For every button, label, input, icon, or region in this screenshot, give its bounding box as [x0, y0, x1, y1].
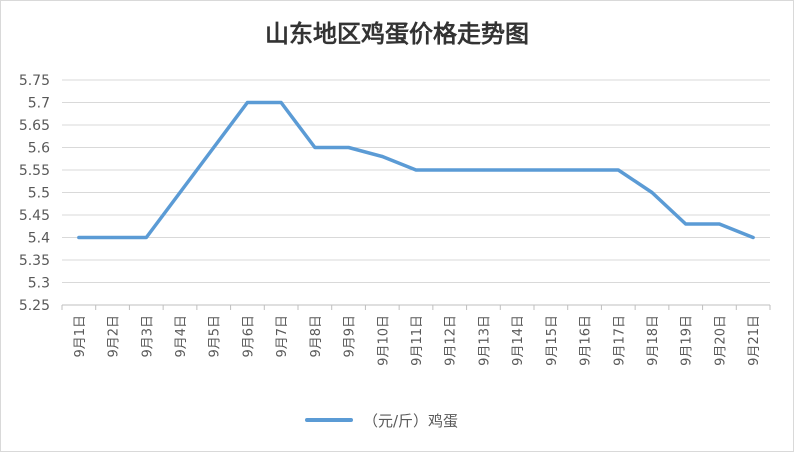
data-point [347, 146, 351, 149]
x-tick-label: 9月13日 [477, 315, 492, 366]
x-tick-label: 9月6日 [241, 315, 256, 358]
data-point [380, 155, 384, 158]
y-tick-label: 5.7 [28, 96, 50, 112]
data-point [111, 236, 115, 239]
data-point [279, 101, 283, 104]
data-point [717, 222, 721, 226]
data-point [616, 168, 620, 172]
y-axis-ticks: 5.25 5.3 5.35 5.4 5.45 5.5 5.55 5.6 5.65 5.7 5.75 [19, 73, 50, 314]
data-point [481, 168, 485, 172]
y-tick-label: 5.55 [19, 163, 50, 179]
x-tick-label: 9月9日 [343, 315, 358, 358]
x-tick-label: 9月21日 [747, 315, 762, 366]
legend-label: （元/斤）鸡蛋 [363, 411, 459, 430]
data-point [212, 146, 216, 149]
x-tick-label: 9月15日 [545, 315, 560, 366]
x-tick-label: 9月12日 [444, 315, 459, 366]
y-tick-label: 5.3 [28, 276, 50, 292]
x-tick-label: 9月19日 [680, 315, 695, 366]
data-point [178, 191, 182, 194]
data-point [313, 146, 317, 149]
chart-title: 山东地区鸡蛋价格走势图 [265, 19, 529, 48]
x-tick-label: 9月3日 [140, 315, 155, 358]
data-point [144, 236, 148, 239]
x-tick-label: 9月4日 [174, 315, 189, 358]
x-tick-label: 9月2日 [107, 315, 122, 358]
x-tick-label: 9月18日 [646, 315, 661, 366]
x-tick-label: 9月17日 [612, 315, 627, 366]
series-layer [77, 100, 755, 240]
data-point [650, 191, 654, 194]
x-tick-label: 9月10日 [376, 315, 391, 366]
data-point [448, 168, 452, 172]
data-point [515, 168, 519, 172]
y-tick-label: 5.4 [28, 231, 50, 247]
y-tick-label: 5.6 [28, 141, 50, 157]
y-tick-label: 5.35 [19, 253, 50, 269]
x-tick-label: 9月8日 [309, 315, 324, 358]
x-axis-ticks: 9月1日 9月2日 9月3日 9月4日 9月5日 9月6日 9月7日 9月8日 9月9日 9月10… [73, 315, 762, 366]
gridlines [62, 79, 770, 306]
x-tick-label: 9月1日 [73, 315, 88, 358]
data-point [583, 168, 587, 172]
data-point [414, 168, 418, 172]
x-tick-label: 9月20日 [713, 315, 728, 366]
y-tick-label: 5.25 [19, 298, 50, 314]
x-tick-label: 9月16日 [579, 315, 594, 366]
data-point [751, 236, 755, 239]
x-tick-label: 9月11日 [410, 315, 425, 366]
x-axis [61, 304, 771, 310]
data-point [684, 222, 688, 226]
x-tick-label: 9月14日 [511, 315, 526, 366]
y-tick-label: 5.5 [28, 186, 50, 202]
data-point [77, 236, 81, 239]
y-tick-label: 5.65 [19, 118, 50, 134]
y-tick-label: 5.75 [19, 73, 50, 89]
data-point [245, 101, 249, 104]
legend-swatch [305, 418, 353, 422]
x-tick-label: 9月5日 [208, 315, 223, 358]
x-tick-label: 9月7日 [275, 315, 290, 358]
legend[interactable]: （元/斤）鸡蛋 [305, 408, 458, 432]
data-point [549, 168, 553, 172]
y-tick-label: 5.45 [19, 208, 50, 224]
